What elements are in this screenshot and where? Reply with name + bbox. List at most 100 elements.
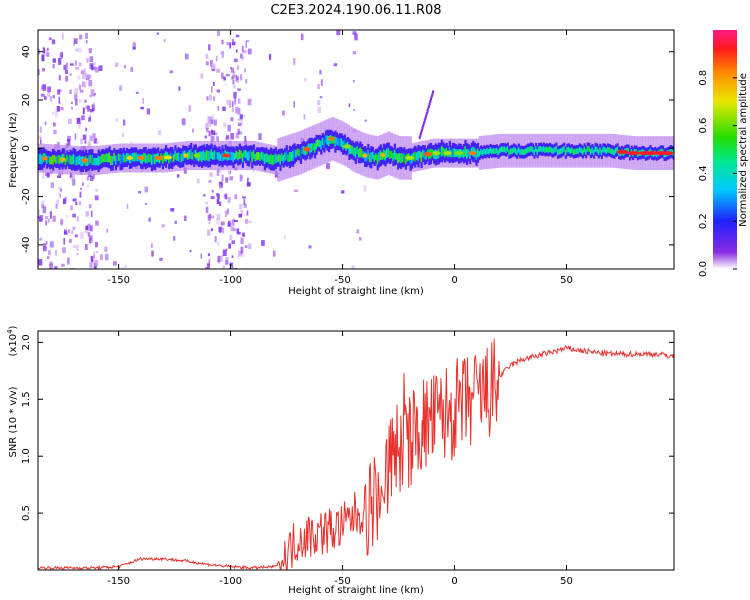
ridge-core-cell — [592, 149, 596, 156]
ridge-core-cell — [182, 151, 185, 162]
burst-cell — [421, 126, 424, 130]
speckle-cell — [225, 178, 229, 183]
speckle-cell — [146, 108, 150, 115]
ridge-core-cell — [614, 147, 618, 154]
ridge-core-cell — [260, 151, 263, 160]
speckle-cell — [248, 48, 252, 55]
ridge-core-cell — [545, 146, 549, 153]
speckle-cell — [236, 65, 240, 70]
ridge-core-cell — [274, 153, 277, 164]
speckle-cell — [84, 228, 88, 234]
speckle-cell — [72, 226, 76, 230]
speckle-cell — [188, 105, 192, 112]
ridge-core-cell — [315, 140, 318, 150]
speckle-cell — [235, 34, 240, 38]
speckle-cell — [76, 216, 79, 222]
ridge-core-cell — [524, 149, 527, 155]
speckle-cell — [56, 105, 60, 112]
speckle-cell — [241, 55, 244, 61]
hotspot-cell — [193, 153, 201, 158]
ridge-core-cell — [489, 147, 492, 153]
speckle-cell — [78, 62, 82, 67]
speckle-cell — [211, 228, 213, 231]
speckle-cell — [235, 75, 238, 82]
speckle-cell — [210, 119, 214, 125]
speckle-cell — [359, 237, 362, 241]
snr-frame — [37, 330, 675, 571]
ridge-core-cell — [119, 154, 122, 165]
speckle-cell — [99, 254, 103, 260]
speckle-cell — [78, 201, 82, 206]
speckle-cell — [353, 108, 356, 112]
ridge-core-cell — [246, 151, 249, 161]
ridge-core-cell — [124, 155, 127, 163]
speckle-cell — [51, 39, 56, 45]
speckle-cell — [219, 201, 222, 206]
speckle-cell — [293, 189, 298, 193]
speckle-cell — [231, 240, 235, 245]
burst-cell — [427, 104, 430, 108]
speckle-cell — [304, 78, 307, 82]
hotspot-cell — [380, 153, 386, 158]
ridge-core-cell — [550, 147, 553, 154]
speckle-cell — [210, 86, 213, 93]
speckle-cell — [206, 229, 211, 236]
ridge-core-cell — [549, 146, 552, 152]
speckle-cell — [230, 133, 234, 140]
speckle-cell — [85, 211, 89, 217]
speckle-cell — [216, 193, 219, 197]
speckle-cell — [48, 37, 52, 41]
speckle-cell — [45, 216, 49, 220]
speckle-cell — [122, 119, 126, 126]
snr-xtick-label: -50 — [334, 576, 350, 587]
ridge-core-cell — [241, 152, 244, 163]
spectrogram-panel: -150 -100 -50 0 50 -40 -20 0 20 40 Height of stra… — [8, 29, 675, 297]
ridge-core-cell — [572, 149, 575, 155]
speckle-cell — [178, 86, 181, 91]
speckle-cell — [76, 253, 79, 256]
speckle-cell — [232, 79, 235, 85]
speckle-cell — [81, 81, 86, 87]
speckle-cell — [210, 116, 214, 119]
ridge-core-cell — [567, 146, 571, 153]
speckle-cell — [210, 135, 215, 143]
speckle-cell — [68, 229, 71, 234]
colorbar-tick-label: 0.4 — [698, 165, 709, 181]
speckle-cell — [63, 231, 68, 235]
speckle-cell — [140, 106, 144, 110]
speckle-cell — [87, 232, 90, 236]
ridge-core-cell — [520, 149, 523, 155]
spectrogram-ytick-label: -20 — [21, 188, 32, 204]
speckle-cell — [60, 219, 64, 226]
ridge-core-cell — [154, 154, 157, 165]
ridge-core-cell — [307, 143, 310, 152]
hotspot-cell — [81, 158, 89, 163]
speckle-cell — [104, 246, 108, 252]
ridge-core-cell — [541, 146, 544, 153]
ridge-core-cell — [204, 152, 207, 162]
ridge-core-cell — [323, 139, 326, 148]
speckle-cell — [87, 223, 91, 231]
ridge-core-cell — [513, 146, 516, 153]
speckle-cell — [205, 266, 208, 269]
snr-xtick-label: -100 — [219, 576, 242, 587]
ridge-core-cell — [172, 154, 175, 162]
speckle-cell — [156, 32, 159, 35]
speckle-cell — [215, 55, 218, 62]
speckle-cell — [217, 105, 220, 111]
speckle-cell — [237, 108, 241, 115]
ridge-core-cell — [70, 156, 74, 165]
speckle-cell — [88, 74, 92, 79]
ridge-core-cell — [110, 155, 113, 165]
ridge-core-cell — [105, 153, 108, 162]
ridge-core-cell — [608, 147, 611, 154]
ridge-core-cell — [271, 155, 274, 165]
speckle-cell — [235, 132, 240, 139]
ridge-core-cell — [475, 149, 478, 160]
speckle-cell — [200, 73, 204, 79]
speckle-cell — [211, 190, 214, 193]
ridge-core-cell — [78, 155, 81, 165]
speckle-cell — [52, 58, 56, 63]
ridge-core-cell — [299, 149, 302, 159]
speckle-cell — [130, 67, 134, 72]
